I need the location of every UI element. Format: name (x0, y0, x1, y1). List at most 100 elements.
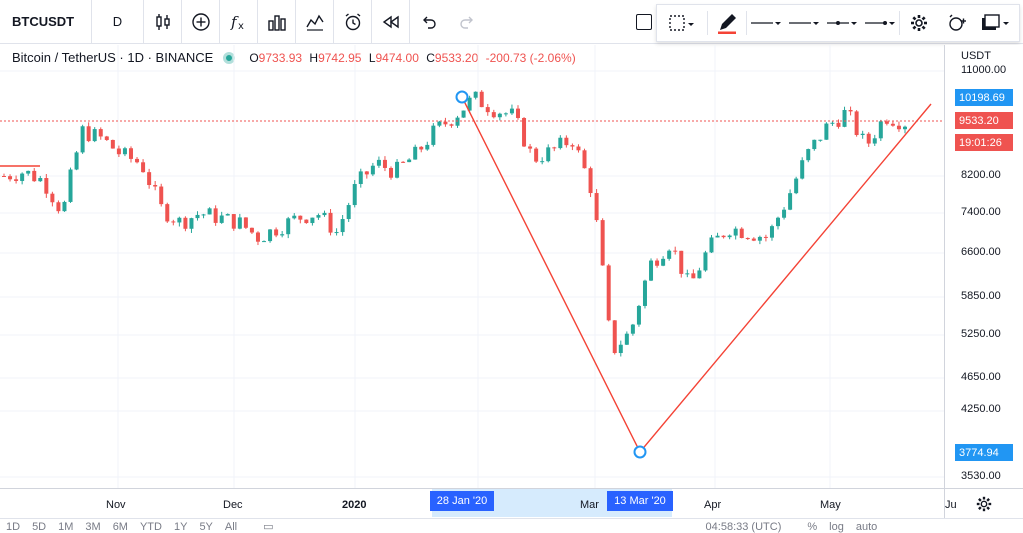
candle-body (854, 111, 859, 136)
candle-body (751, 238, 756, 241)
candle-body (479, 91, 484, 108)
candle-body (872, 138, 877, 144)
add-indicator-button[interactable] (182, 0, 220, 44)
line-dash-button[interactable] (785, 5, 823, 41)
candle-body (286, 218, 291, 235)
range-all[interactable]: All (224, 521, 238, 533)
candle-body (455, 117, 460, 126)
line-style-dot-icon (827, 21, 857, 25)
select-area-button[interactable] (657, 5, 707, 41)
candle-body (243, 217, 248, 228)
candle-body (588, 168, 593, 194)
candle-body (419, 146, 424, 150)
candle-body (358, 171, 363, 185)
candle-body (298, 215, 303, 220)
alert-button[interactable] (334, 0, 372, 44)
range-5d[interactable]: 5D (32, 521, 47, 533)
candle-body (794, 178, 799, 194)
range-1y[interactable]: 1Y (173, 521, 188, 533)
alert-drawing-button[interactable] (938, 5, 976, 41)
time-tick: Nov (106, 499, 126, 511)
chart-type-button[interactable] (144, 0, 182, 44)
candle-body (673, 250, 678, 252)
candle-body (86, 126, 91, 142)
candle-body (346, 205, 351, 220)
bar-countdown-label: 19:01:26 (955, 134, 1013, 151)
candle-body (655, 260, 660, 266)
line-width-button[interactable] (747, 5, 785, 41)
color-button[interactable] (708, 5, 746, 41)
line-style-solid-icon (751, 22, 781, 25)
candle-body (352, 184, 357, 206)
chart-settings-button[interactable] (944, 488, 1023, 518)
candle-body (316, 215, 321, 218)
settings-button[interactable] (900, 5, 938, 41)
toolbar-divider (746, 11, 747, 35)
candle-body (461, 110, 466, 118)
range-1d[interactable]: 1D (6, 521, 21, 533)
replay-button[interactable] (372, 0, 410, 44)
candle-body (62, 201, 67, 212)
time-tick: Ju (945, 499, 957, 511)
candle-body (437, 121, 442, 126)
candle-body (189, 218, 194, 229)
candle-body (225, 214, 230, 216)
date-range-icon[interactable]: ▭ (263, 521, 274, 533)
symbol-search-button[interactable]: BTCUSDT (0, 0, 92, 44)
candle-body (195, 214, 200, 219)
time-tick: Dec (223, 499, 243, 511)
range-3m[interactable]: 3M (85, 521, 101, 533)
range-1m[interactable]: 1M (58, 521, 74, 533)
interval-button[interactable]: D (92, 0, 144, 44)
redo-icon (460, 16, 473, 29)
candle-body (491, 112, 496, 118)
candle-body (558, 137, 563, 149)
candle-body (14, 179, 19, 181)
line-start-button[interactable] (823, 5, 861, 41)
time-tick: 2020 (342, 499, 367, 511)
templates-button[interactable] (976, 5, 1016, 41)
toolbar-divider (707, 11, 708, 35)
candle-body (201, 214, 206, 216)
series-legend: Bitcoin / TetherUS · 1D · BINANCE O9733.… (12, 50, 576, 65)
log-toggle[interactable]: log (829, 521, 844, 533)
high-value: 9742.95 (318, 50, 362, 65)
candle-body (860, 133, 865, 136)
candle-body (642, 280, 647, 306)
candle-body (522, 118, 527, 147)
auto-toggle[interactable]: auto (855, 521, 878, 533)
range-6m[interactable]: 6M (112, 521, 128, 533)
candle-body (618, 344, 623, 354)
candle-body (50, 193, 55, 203)
candle-body (104, 136, 109, 140)
price-chart[interactable] (0, 45, 944, 488)
bar-chart-icon (267, 14, 286, 31)
candle-body (98, 129, 103, 137)
candle-body (322, 212, 327, 216)
candle-body (44, 178, 49, 194)
redo-button[interactable] (448, 0, 486, 44)
price-tick: 11000.00 (961, 64, 1007, 76)
candle-body (703, 252, 708, 271)
candle-body (540, 161, 545, 163)
financials-button[interactable] (258, 0, 296, 44)
percent-toggle[interactable]: % (807, 521, 818, 533)
undo-button[interactable] (410, 0, 448, 44)
candle-body (739, 228, 744, 239)
candle-body (92, 129, 97, 142)
compare-button[interactable] (296, 0, 334, 44)
layout-toggle[interactable] (636, 14, 652, 30)
clock-label[interactable]: 04:58:33 (UTC) (705, 521, 782, 533)
candle-body (395, 161, 400, 178)
candle-body (649, 260, 654, 281)
candle-body (255, 232, 260, 242)
candle-body (304, 219, 309, 224)
line-end-button[interactable] (861, 5, 899, 41)
line-style-arrow-icon (865, 21, 895, 25)
candle-body (8, 176, 13, 180)
candle-body (219, 215, 224, 223)
range-5y[interactable]: 5Y (199, 521, 213, 533)
range-ytd[interactable]: YTD (139, 521, 162, 533)
